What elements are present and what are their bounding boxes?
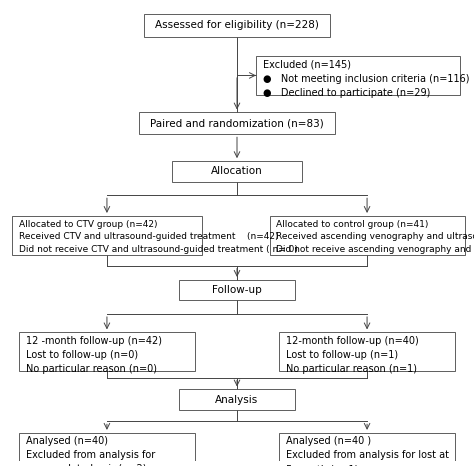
FancyBboxPatch shape: [179, 280, 295, 301]
Text: Allocation: Allocation: [211, 166, 263, 176]
FancyBboxPatch shape: [279, 433, 456, 466]
FancyBboxPatch shape: [18, 433, 195, 466]
FancyBboxPatch shape: [144, 14, 330, 37]
Text: 12-month follow-up (n=40)
Lost to follow-up (n=1)
No particular reason (n=1): 12-month follow-up (n=40) Lost to follow…: [286, 336, 419, 374]
Text: Follow-up: Follow-up: [212, 285, 262, 295]
FancyBboxPatch shape: [172, 161, 302, 182]
Text: 12 -month follow-up (n=42)
Lost to follow-up (n=0)
No particular reason (n=0): 12 -month follow-up (n=42) Lost to follo…: [26, 336, 162, 374]
Text: Analysed (n=40)
Excluded from analysis for
no completed pair (n=2): Analysed (n=40) Excluded from analysis f…: [26, 437, 155, 466]
FancyBboxPatch shape: [139, 112, 335, 134]
Text: Allocated to CTV group (n=42)
Received CTV and ultrasound-guided treatment    (n: Allocated to CTV group (n=42) Received C…: [18, 219, 298, 254]
FancyBboxPatch shape: [270, 216, 465, 255]
Text: Analysed (n=40 )
Excluded from analysis for lost at
5 month (n=1): Analysed (n=40 ) Excluded from analysis …: [286, 437, 449, 466]
Text: Paired and randomization (n=83): Paired and randomization (n=83): [150, 118, 324, 129]
Text: Assessed for eligibility (n=228): Assessed for eligibility (n=228): [155, 20, 319, 30]
Text: Allocated to control group (n=41)
Received ascending venography and ultrasound-g: Allocated to control group (n=41) Receiv…: [276, 219, 474, 254]
Text: Analysis: Analysis: [215, 395, 259, 404]
FancyBboxPatch shape: [279, 332, 456, 371]
FancyBboxPatch shape: [179, 390, 295, 410]
Text: Excluded (n=145)
●   Not meeting inclusion criteria (n=116)
●   Declined to part: Excluded (n=145) ● Not meeting inclusion…: [263, 60, 469, 98]
FancyBboxPatch shape: [255, 56, 460, 95]
FancyBboxPatch shape: [18, 332, 195, 371]
FancyBboxPatch shape: [12, 216, 202, 255]
